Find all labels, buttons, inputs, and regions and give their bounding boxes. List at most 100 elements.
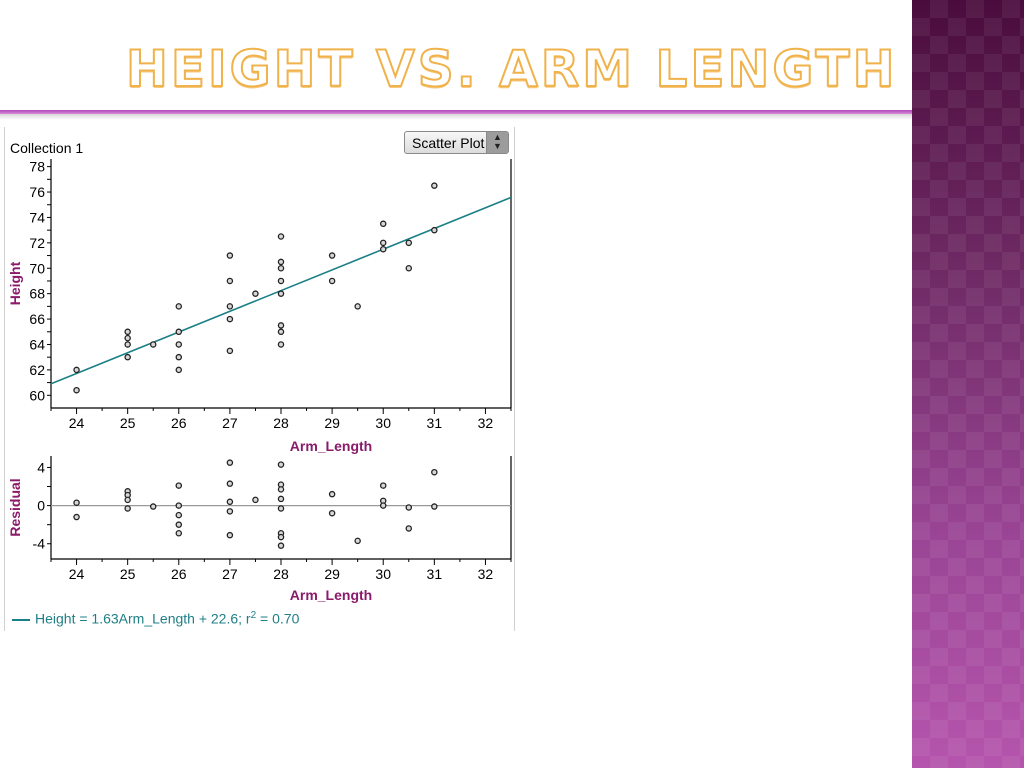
data-point (277, 233, 285, 240)
x-tick-label: 30 (375, 566, 391, 582)
graph-panel (4, 127, 515, 631)
data-point (226, 315, 234, 323)
data-point (379, 245, 387, 253)
y-tick-label: 76 (29, 184, 45, 200)
y-tick-label: 78 (29, 159, 45, 175)
x-tick-label: 32 (478, 415, 494, 431)
x-axis-title: Arm_Length (290, 438, 372, 454)
data-point (354, 303, 361, 310)
data-point (405, 504, 413, 511)
data-point (431, 503, 438, 510)
data-point (226, 252, 234, 259)
data-point (175, 482, 183, 489)
data-point (431, 226, 438, 234)
data-point (73, 499, 80, 506)
data-point (226, 531, 234, 539)
data-point (328, 490, 336, 498)
data-point (226, 303, 234, 310)
y-tick-label: 72 (29, 235, 45, 251)
x-tick-label: 27 (222, 566, 238, 582)
y-tick-label: 60 (29, 387, 45, 403)
data-point (73, 366, 80, 374)
stepper-arrows-icon[interactable]: ▲ ▼ (486, 132, 508, 153)
data-point (277, 533, 285, 541)
data-point (226, 508, 234, 515)
data-point (328, 509, 336, 517)
x-tick-label: 31 (427, 415, 443, 431)
equation-suffix: = 0.70 (256, 610, 300, 627)
title-rule-shadow (0, 114, 912, 120)
data-point (405, 525, 413, 532)
x-tick-label: 26 (171, 566, 187, 582)
chart-1-group: 24 25 26 27 28 29 30 31 32 60 62 64 66 68 70 72 74 76 78 Ar… (7, 159, 512, 454)
decorative-side-bar (912, 0, 1024, 768)
data-point (124, 496, 131, 504)
data-point (277, 505, 285, 512)
data-point (175, 341, 183, 348)
data-point (277, 341, 285, 348)
x-tick-label: 27 (222, 415, 238, 431)
data-point (405, 265, 413, 272)
data-point (73, 513, 80, 521)
equation-prefix: Height = 1.63Arm_Length + 22.6; r (35, 610, 251, 627)
data-point (277, 322, 285, 329)
data-point (124, 353, 131, 361)
data-point (226, 347, 234, 355)
x-tick-label: 25 (120, 415, 136, 431)
data-point (175, 502, 183, 509)
data-point (277, 258, 285, 266)
data-point (124, 328, 131, 336)
data-point (431, 182, 438, 189)
y-tick-label: 74 (29, 209, 45, 225)
x-tick-label: 24 (69, 566, 85, 582)
data-point (328, 277, 336, 285)
data-point (252, 496, 259, 504)
y-tick-label: 62 (29, 362, 45, 378)
data-point (124, 334, 131, 342)
data-point (226, 480, 234, 487)
y-tick-label: 70 (29, 260, 45, 276)
data-point (226, 277, 234, 285)
data-point (149, 341, 157, 348)
x-tick-label: 29 (324, 415, 340, 431)
data-point (277, 542, 285, 549)
data-point (175, 521, 183, 528)
x-tick-label: 24 (69, 415, 85, 431)
plot-type-select-label: Scatter Plot (412, 135, 485, 151)
x-tick-label: 32 (478, 566, 494, 582)
data-point (328, 252, 336, 259)
y-tick-label: 0 (37, 498, 45, 514)
data-point (226, 459, 234, 466)
equation-sup: 2 (250, 610, 257, 621)
y-tick-label: 66 (29, 311, 45, 327)
x-tick-label: 31 (427, 566, 443, 582)
data-point (175, 366, 183, 374)
plot-type-select[interactable]: Scatter Plot ▲ ▼ (404, 131, 509, 154)
y-tick-label: 68 (29, 286, 45, 302)
data-point (124, 341, 131, 348)
regression-line-swatch-icon (12, 618, 30, 621)
y-axis-title: Height (7, 261, 23, 305)
data-point (277, 277, 285, 285)
data-point (149, 503, 157, 510)
data-point (252, 290, 259, 297)
data-point (124, 505, 131, 512)
collection-label: Collection 1 (10, 140, 84, 156)
title-rule (0, 110, 912, 114)
data-point (379, 239, 387, 247)
data-point (431, 468, 438, 476)
data-point (175, 353, 183, 361)
data-point (379, 502, 387, 509)
data-point (226, 498, 234, 506)
x-tick-label: 28 (273, 415, 289, 431)
data-point (277, 461, 285, 468)
x-tick-label: 29 (324, 566, 340, 582)
slide-title: Height vs. Arm Length (125, 39, 898, 99)
chart-2-group: 24 25 26 27 28 29 30 31 32 -4 0 4 Arm_Length Residual (7, 456, 512, 603)
data-point (405, 239, 413, 247)
x-axis-title: Arm_Length (290, 587, 372, 603)
x-tick-label: 30 (375, 415, 391, 431)
data-point (175, 328, 183, 336)
data-point (379, 482, 387, 489)
